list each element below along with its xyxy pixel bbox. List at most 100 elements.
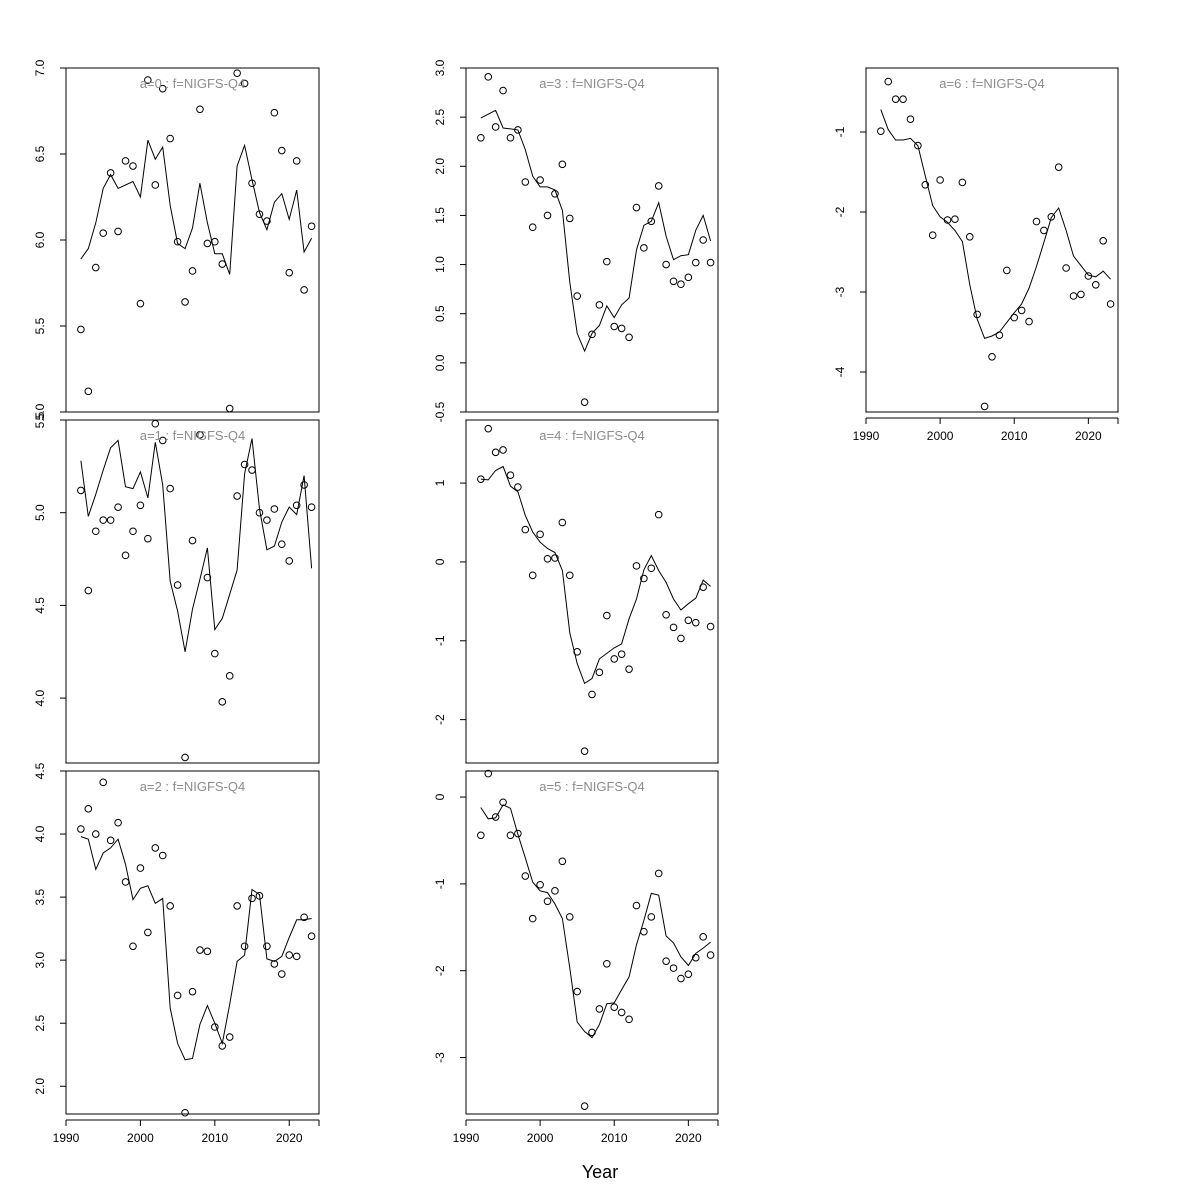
y-tick-label: 5.5 [33,317,47,334]
observed-point [225,672,234,680]
observed-point [233,902,241,910]
observed-point [173,237,182,246]
observed-point [565,571,574,580]
plot-frame [65,67,320,413]
observed-point [588,690,596,699]
panel-title: a=3 : f=NIGFS-Q4 [539,76,645,91]
observed-point [699,236,707,244]
observed-point [499,86,507,95]
observed-point [292,952,301,961]
observed-point [640,574,648,583]
x-tick-label: 1990 [53,1131,80,1145]
observed-point [706,622,715,631]
observed-point [158,436,167,445]
observed-point [144,76,152,84]
observed-point [121,157,130,165]
observed-point [632,901,641,910]
observed-point [255,210,264,218]
y-tick-label: 4.0 [33,689,47,706]
fitted-series-line [480,109,712,353]
observed-point [706,951,715,959]
panels-group: 5.05.56.06.57.0a=0 : f=NIGFS-Q44.04.55.0… [33,59,1119,1145]
observed-point [514,126,522,134]
observed-point [225,1033,234,1041]
observed-point [603,959,611,968]
observed-point [114,818,122,827]
observed-point [484,424,493,433]
observed-point [536,880,544,889]
observed-point [891,95,900,103]
x-tick-label: 2010 [1001,429,1028,443]
observed-point [514,829,522,838]
observed-point [588,330,596,339]
observed-point [684,616,693,625]
observed-point [91,527,100,536]
observed-point [514,483,522,491]
observed-point [662,957,670,965]
plot-frame [465,770,719,1115]
observed-point [536,530,544,539]
panel-title: a=5 : f=NIGFS-Q4 [539,779,645,794]
x-tick-label: 2020 [276,1131,303,1145]
y-tick-label: 5.0 [33,504,47,521]
y-tick-label: 2.0 [433,158,447,175]
observed-point [240,460,249,469]
observed-point [980,402,989,411]
fitted-series-line [80,438,313,652]
observed-point [551,554,559,562]
observed-point [181,298,189,306]
plot-frame [65,419,320,764]
observed-point [491,813,500,821]
observed-point [551,190,559,198]
observed-point [84,387,93,396]
observed-point [684,273,693,282]
y-tick-label: 6.5 [33,145,47,162]
observed-point [580,747,589,755]
observed-point [632,203,641,212]
y-tick-label: -3 [433,1052,447,1063]
observed-point [580,398,589,406]
observed-point [218,698,227,706]
y-tick-label: 0.0 [433,354,447,371]
observed-point [77,486,85,495]
observed-point [188,536,197,545]
observed-point [610,655,619,663]
y-tick-label: 1.0 [433,256,447,273]
y-tick-label: 2.5 [433,108,447,125]
observed-point [640,927,648,936]
y-tick-label: 4.5 [33,597,47,614]
observed-point [588,1028,596,1037]
observed-point [166,902,174,910]
panel-2: 2.0 2.5 3.0 3.5 4.0 4.5 1990 2000 2010 2020 a=2 : … [33,762,320,1145]
observed-point [595,668,604,677]
y-tick-label: 2.5 [33,1015,47,1032]
observed-point [662,610,670,619]
observed-point [1062,264,1070,272]
observed-point [188,987,197,996]
panel-title: a=1 : f=NIGFS-Q4 [140,428,246,443]
x-tick-label: 2020 [675,1131,702,1145]
observed-point [84,805,93,813]
observed-point [173,581,182,589]
plot-frame [65,770,320,1115]
observed-point [181,1108,189,1117]
x-tick-label: 1990 [853,429,880,443]
observed-point [211,649,219,658]
observed-point [551,887,559,895]
observed-point [292,157,301,165]
observed-point [121,878,130,886]
observed-point [136,299,145,308]
observed-point [233,69,241,77]
observed-point [610,322,619,331]
y-tick-label: -2 [433,965,447,976]
observed-point [270,505,279,513]
observed-point [129,162,137,170]
observed-point [677,634,685,643]
observed-point [506,133,515,142]
panel-3: -0.5 0.0 0.5 1.0 1.5 2.0 2.5 3.0 a=3 : f=NIGFS-Q… [433,59,719,422]
observed-point [196,946,204,954]
observed-point [484,73,493,81]
observed-point [225,404,234,413]
observed-point [965,233,974,241]
